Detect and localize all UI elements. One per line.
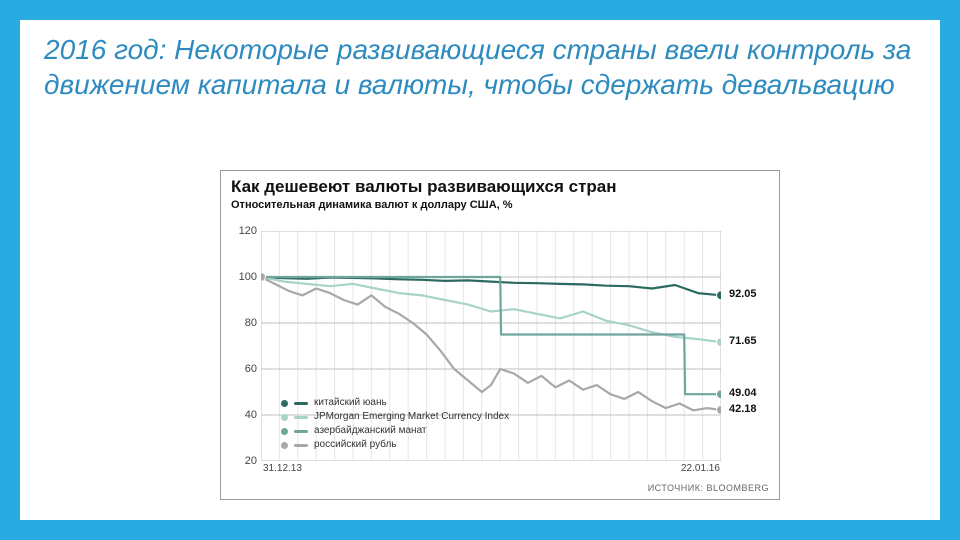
- legend-item: российский рубль: [281, 438, 509, 452]
- y-axis-tick-label: 20: [231, 455, 257, 467]
- chart-legend: китайский юаньJPMorgan Emerging Market C…: [281, 396, 509, 452]
- x-axis-end-label: 22.01.16: [681, 463, 720, 474]
- legend-marker-icon: [281, 414, 288, 421]
- y-axis-tick-label: 60: [231, 363, 257, 375]
- legend-item: JPMorgan Emerging Market Currency Index: [281, 410, 509, 424]
- series-end-value-label: 42.18: [729, 403, 757, 415]
- legend-label: азербайджанский манат: [314, 424, 427, 438]
- legend-marker-icon: [281, 400, 288, 407]
- chart-container: Как дешевеют валюты развивающихся стран …: [220, 170, 780, 500]
- x-axis-start-label: 31.12.13: [263, 463, 302, 474]
- slide-inner: 2016 год: Некоторые развивающиеся страны…: [20, 20, 940, 520]
- legend-line-icon: [294, 444, 308, 447]
- legend-item: азербайджанский манат: [281, 424, 509, 438]
- chart-source-label: ИСТОЧНИК: BLOOMBERG: [648, 483, 769, 493]
- legend-item: китайский юань: [281, 396, 509, 410]
- legend-label: китайский юань: [314, 396, 387, 410]
- legend-marker-icon: [281, 428, 288, 435]
- chart-title: Как дешевеют валюты развивающихся стран: [221, 171, 779, 197]
- y-axis-tick-label: 120: [231, 225, 257, 237]
- series-end-value-label: 49.04: [729, 387, 757, 399]
- legend-line-icon: [294, 402, 308, 405]
- series-end-value-label: 92.05: [729, 288, 757, 300]
- y-axis-tick-label: 40: [231, 409, 257, 421]
- y-axis-tick-label: 80: [231, 317, 257, 329]
- legend-line-icon: [294, 416, 308, 419]
- slide-title: 2016 год: Некоторые развивающиеся страны…: [20, 20, 940, 102]
- legend-line-icon: [294, 430, 308, 433]
- legend-label: JPMorgan Emerging Market Currency Index: [314, 410, 509, 424]
- series-end-value-label: 71.65: [729, 335, 757, 347]
- chart-subtitle: Относительная динамика валют к доллару С…: [221, 197, 779, 211]
- legend-marker-icon: [281, 442, 288, 449]
- legend-label: российский рубль: [314, 438, 397, 452]
- y-axis-tick-label: 100: [231, 271, 257, 283]
